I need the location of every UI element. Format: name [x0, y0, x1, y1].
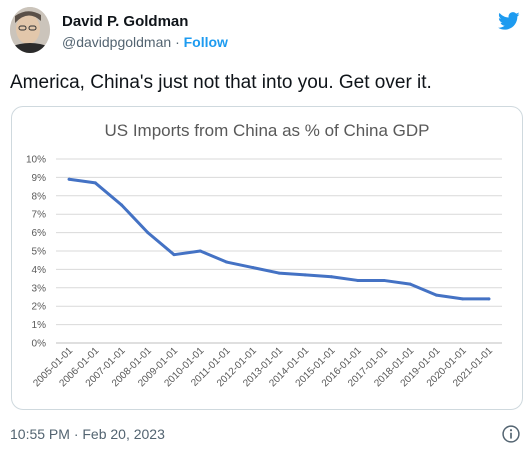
data-point: [277, 271, 281, 275]
chart-series: [67, 177, 491, 301]
twitter-bird-icon[interactable]: [498, 10, 520, 32]
y-tick-label: 0%: [32, 339, 47, 350]
data-point: [67, 177, 71, 181]
tweet-header: David P. Goldman @davidpgoldman · Follow: [0, 0, 532, 66]
y-tick-label: 2%: [32, 302, 47, 313]
chart-gridlines: [56, 158, 502, 344]
y-tick-label: 9%: [32, 173, 47, 184]
data-point: [487, 297, 491, 301]
data-point: [225, 260, 229, 264]
data-point: [146, 231, 150, 235]
data-point: [461, 297, 465, 301]
y-axis-tick-labels: 0% 1% 2% 3% 4% 5% 6% 7% 8% 9% 10%: [26, 155, 46, 350]
y-tick-label: 10%: [26, 155, 46, 166]
separator-dot: ·: [175, 34, 180, 50]
y-tick-label: 7%: [32, 210, 47, 221]
data-point: [93, 181, 97, 185]
chart-title: US Imports from China as % of China GDP: [104, 121, 429, 140]
data-point: [356, 278, 360, 282]
series-line: [67, 177, 491, 301]
data-point: [198, 249, 202, 253]
author-handle[interactable]: @davidpgoldman: [62, 34, 172, 50]
y-tick-label: 4%: [32, 265, 47, 276]
data-point: [303, 273, 307, 277]
author-avatar[interactable]: [10, 7, 50, 53]
line-chart: US Imports from China as % of China GDP …: [26, 121, 502, 389]
data-point: [382, 278, 386, 282]
tweet-text: America, China's just not that into you.…: [10, 72, 432, 93]
y-tick-label: 8%: [32, 191, 47, 202]
chart-card[interactable]: US Imports from China as % of China GDP …: [11, 106, 523, 410]
data-point: [434, 293, 438, 297]
data-point: [172, 253, 176, 257]
y-tick-label: 3%: [32, 283, 47, 294]
data-point: [251, 266, 255, 270]
follow-button[interactable]: Follow: [183, 34, 228, 50]
y-tick-label: 1%: [32, 320, 47, 331]
tweet-timestamp[interactable]: 10:55 PM · Feb 20, 2023: [10, 426, 165, 442]
data-point: [408, 282, 412, 286]
avatar-portrait-icon: [10, 7, 50, 53]
data-point: [329, 275, 333, 279]
y-tick-label: 6%: [32, 228, 47, 239]
author-name[interactable]: David P. Goldman: [62, 13, 189, 30]
y-tick-label: 5%: [32, 247, 47, 258]
info-icon[interactable]: [501, 424, 521, 444]
x-axis-tick-labels: 2005-01-012006-01-012007-01-012008-01-01…: [31, 345, 495, 389]
data-point: [120, 203, 124, 207]
author-handle-row: @davidpgoldman · Follow: [62, 34, 228, 50]
